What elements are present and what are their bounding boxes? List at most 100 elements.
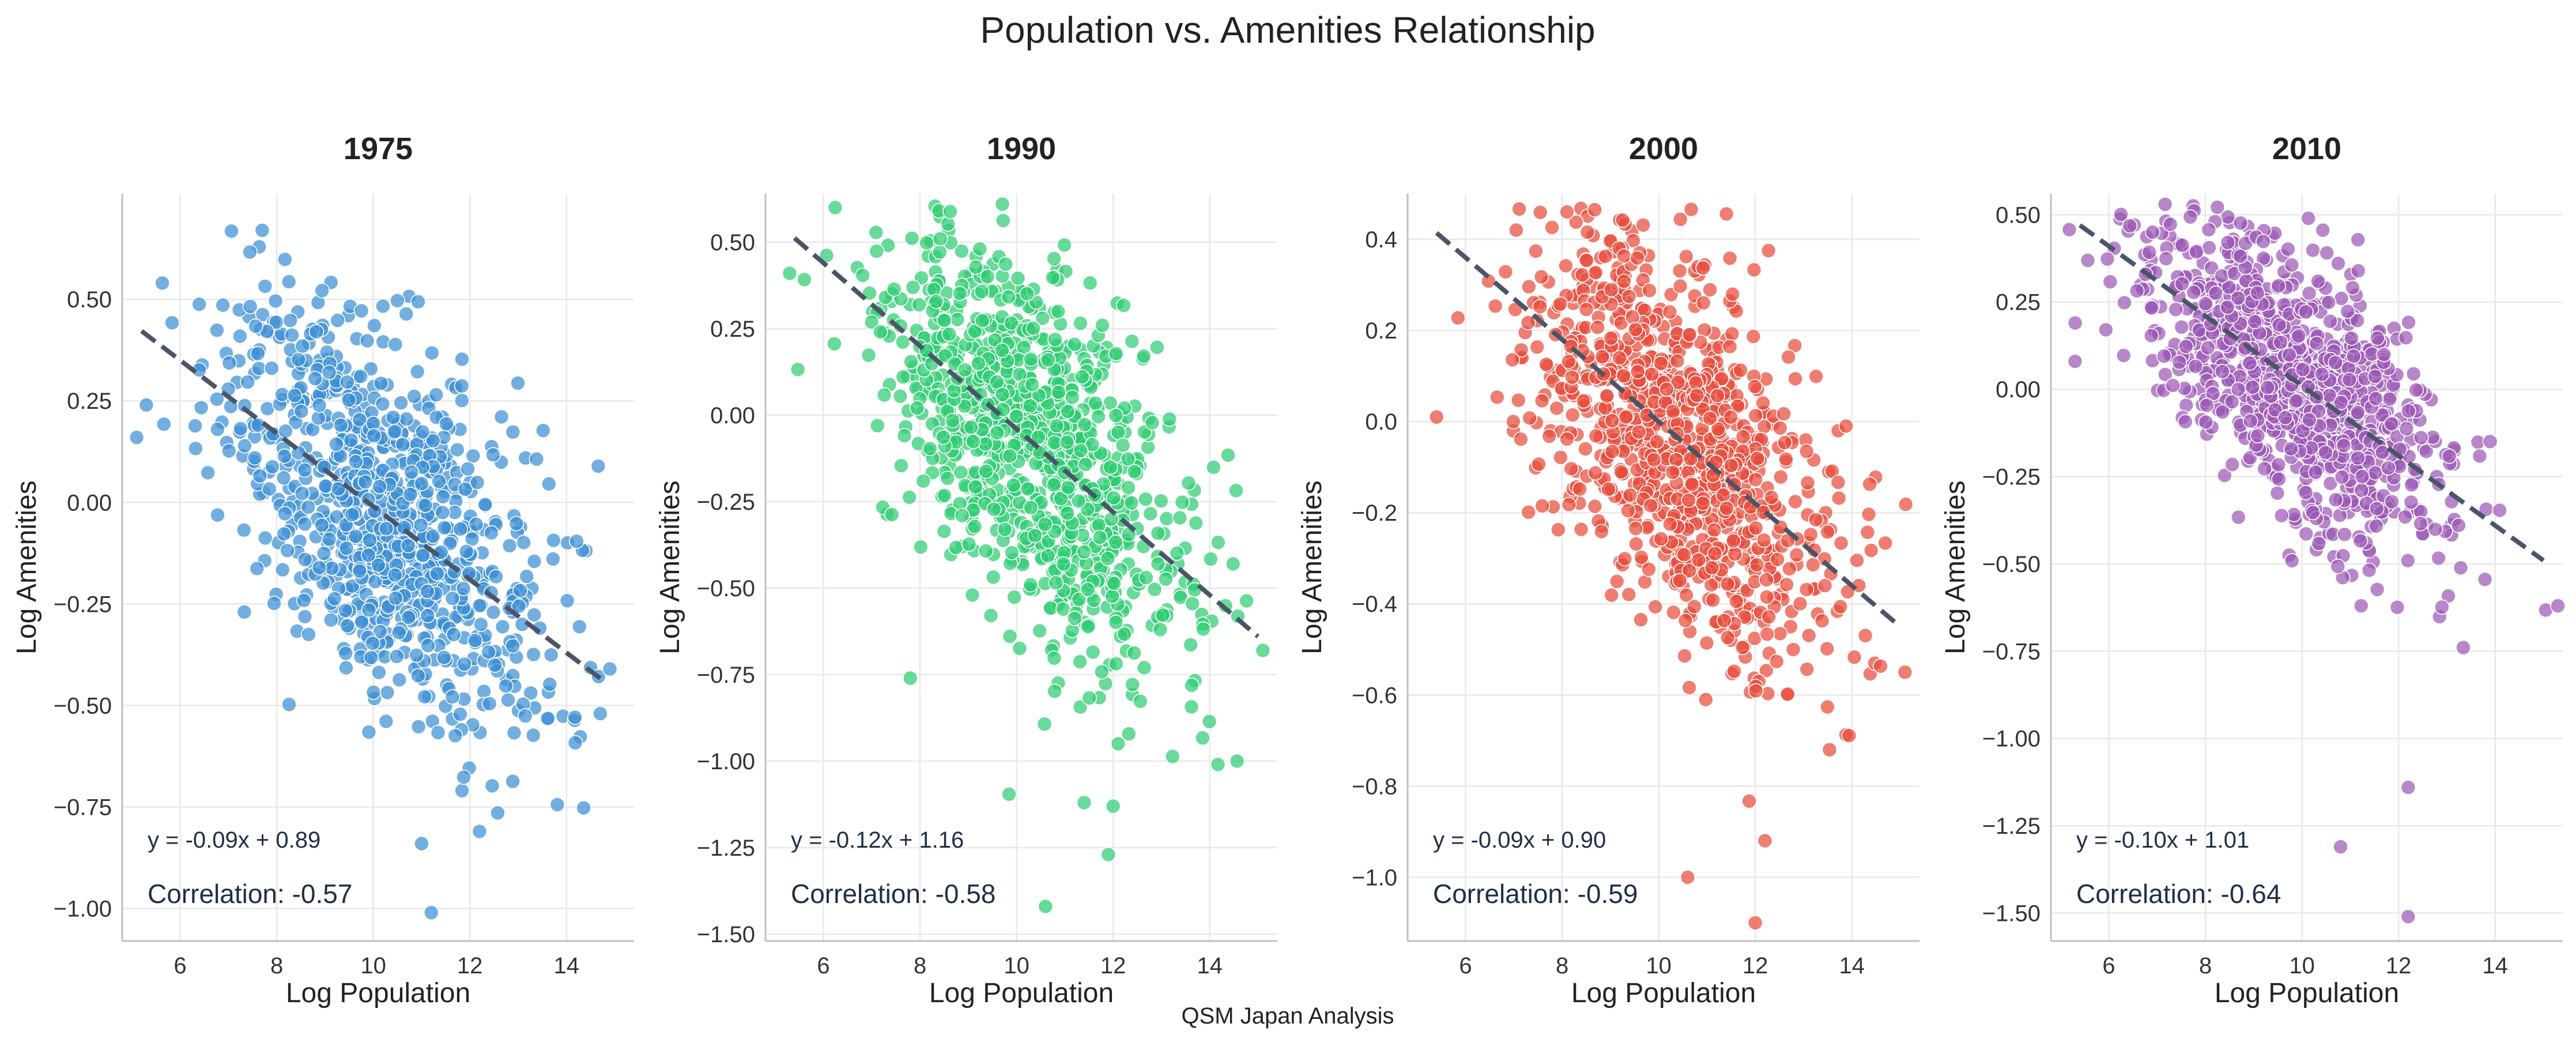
- data-point: [940, 471, 956, 486]
- data-point: [2298, 304, 2314, 320]
- data-point: [1059, 505, 1076, 521]
- data-point: [2157, 196, 2173, 212]
- data-point: [2224, 457, 2240, 472]
- data-point: [868, 224, 884, 240]
- data-point: [1206, 459, 1221, 475]
- data-point: [1487, 298, 1503, 314]
- data-point: [454, 393, 470, 408]
- data-point: [2398, 421, 2415, 437]
- data-point: [215, 297, 231, 313]
- data-point: [284, 327, 300, 343]
- data-point: [326, 591, 342, 607]
- data-point: [1662, 304, 1678, 320]
- data-point: [942, 204, 958, 220]
- data-point: [2354, 483, 2370, 498]
- data-point: [1617, 551, 1633, 567]
- y-tick-label: 0.2: [1365, 318, 1397, 344]
- data-point: [2383, 416, 2400, 432]
- data-point: [529, 451, 545, 467]
- data-point: [1124, 333, 1140, 349]
- data-point: [1635, 217, 1651, 233]
- data-point: [330, 313, 345, 329]
- data-point: [1498, 264, 1514, 280]
- data-point: [1615, 212, 1631, 228]
- data-point: [321, 364, 337, 381]
- data-point: [1091, 409, 1106, 424]
- data-point: [464, 531, 480, 547]
- data-point: [1023, 499, 1039, 516]
- data-point: [1511, 201, 1527, 217]
- data-point: [1609, 573, 1625, 589]
- data-point: [2350, 232, 2366, 248]
- data-point: [1808, 511, 1824, 528]
- data-point: [2198, 296, 2213, 311]
- data-point: [1573, 521, 1589, 537]
- data-point: [2156, 348, 2172, 364]
- data-point: [1735, 428, 1751, 445]
- data-point: [545, 532, 561, 548]
- data-point: [1770, 551, 1785, 567]
- data-point: [1077, 416, 1092, 432]
- data-point: [2189, 244, 2204, 260]
- y-tick-label: 0.25: [67, 389, 112, 414]
- data-point: [1630, 250, 1645, 266]
- data-point: [1123, 495, 1140, 511]
- data-point: [1677, 648, 1692, 664]
- data-point: [2328, 355, 2343, 371]
- data-point: [265, 459, 280, 475]
- data-point: [1622, 487, 1638, 503]
- data-point: [1136, 660, 1152, 676]
- data-point: [2345, 348, 2362, 364]
- data-point: [965, 434, 981, 450]
- data-point: [266, 596, 282, 611]
- data-point: [1798, 443, 1815, 460]
- data-point: [855, 268, 870, 283]
- data-point: [2199, 397, 2215, 413]
- data-point: [972, 241, 988, 257]
- data-point: [2400, 780, 2416, 795]
- data-point: [2401, 314, 2416, 330]
- data-point: [193, 400, 209, 416]
- data-point: [2271, 317, 2287, 333]
- data-point: [343, 432, 359, 448]
- data-point: [2472, 448, 2488, 464]
- data-point: [252, 468, 268, 484]
- data-point: [308, 324, 325, 340]
- data-point: [2298, 484, 2314, 501]
- data-point: [1649, 434, 1665, 450]
- data-point: [414, 424, 431, 440]
- data-point: [487, 657, 503, 673]
- data-point: [251, 360, 267, 377]
- data-point: [542, 676, 558, 692]
- data-point: [2384, 494, 2400, 510]
- data-point: [1059, 404, 1076, 419]
- data-point: [429, 566, 445, 582]
- data-point: [1677, 612, 1694, 629]
- data-point: [301, 627, 316, 642]
- data-point: [1125, 676, 1140, 693]
- data-point: [1040, 352, 1056, 368]
- data-point: [410, 294, 426, 310]
- data-point: [1653, 531, 1669, 547]
- data-point: [1559, 431, 1575, 447]
- data-point: [1538, 356, 1554, 373]
- x-tick-label: 10: [1646, 953, 1672, 979]
- data-point: [1158, 571, 1174, 587]
- data-point: [2165, 378, 2181, 393]
- data-point: [590, 458, 606, 474]
- data-point: [2368, 518, 2384, 534]
- data-point: [902, 490, 917, 505]
- data-point: [1541, 428, 1557, 444]
- data-point: [1587, 202, 1602, 218]
- data-point: [2144, 328, 2159, 344]
- data-point: [922, 441, 938, 457]
- data-point: [2404, 477, 2420, 493]
- data-point: [414, 836, 429, 852]
- scatter-panel-1975: 6 8 10 12 14 −1.00 −0.75 −0.50 −0.25 0.00 0.25 0.50…: [12, 131, 634, 1009]
- scatter-panel-2000: 6 8 10 12 14 −1.0 −0.8 −0.6 −0.4 −0.2 0.0 0.2 0.4 200…: [1297, 131, 1919, 1009]
- data-point: [2322, 313, 2338, 329]
- data-point: [1681, 680, 1697, 695]
- data-point: [1604, 443, 1620, 460]
- data-point: [1009, 408, 1024, 424]
- data-point: [1698, 691, 1714, 708]
